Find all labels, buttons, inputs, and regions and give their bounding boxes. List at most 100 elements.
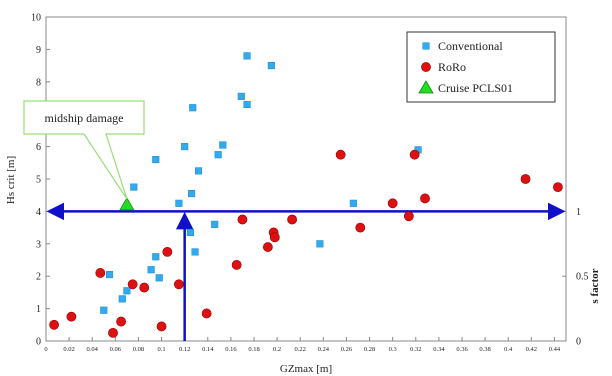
point-square xyxy=(267,62,275,70)
point-square xyxy=(100,306,108,314)
x-tick-label: 0.4 xyxy=(504,346,513,353)
point-circle xyxy=(335,149,346,160)
x-tick-label: 0.22 xyxy=(295,346,306,353)
point-square xyxy=(130,183,138,191)
point-square xyxy=(147,266,155,274)
point-circle xyxy=(49,319,59,330)
point-circle xyxy=(387,198,398,209)
point-square xyxy=(237,92,245,100)
x-tick-label: 0.26 xyxy=(341,346,353,353)
x-axis-title: GZmax [m] xyxy=(280,363,332,375)
point-circle xyxy=(108,327,118,338)
y-tick-label: 3 xyxy=(36,239,41,250)
point-square xyxy=(181,143,189,151)
x-tick-label: 0.08 xyxy=(133,346,144,353)
x-tick-label: 0.06 xyxy=(110,346,122,353)
point-circle xyxy=(409,149,420,160)
x-tick-label: 0.3 xyxy=(389,346,397,353)
point-square xyxy=(155,274,163,282)
point-circle xyxy=(355,222,366,233)
point-square xyxy=(349,199,357,207)
legend-label: RoRo xyxy=(438,60,466,74)
x-tick-label: 0.36 xyxy=(456,346,468,353)
point-circle xyxy=(237,214,248,225)
point-circle xyxy=(403,211,414,222)
x-tick-label: 0.12 xyxy=(179,346,190,353)
y-tick-label: 6 xyxy=(36,142,41,153)
point-circle xyxy=(156,321,167,332)
point-square xyxy=(175,199,183,207)
point-circle xyxy=(162,246,173,257)
point-circle xyxy=(95,268,106,278)
legend-marker-triangle xyxy=(418,80,434,94)
point-square xyxy=(243,100,251,109)
x-axis-ticks: 0 0.02 0.04 0.06 0.08 0.1 0.12 0.14 0.16 0.18 0.2 0… xyxy=(44,337,561,353)
point-circle xyxy=(139,282,150,293)
point-square xyxy=(316,240,324,248)
point-square xyxy=(152,253,160,261)
s-tick-label: 0 xyxy=(576,337,581,348)
point-square xyxy=(106,271,114,279)
callout-label: midship damage xyxy=(45,111,124,125)
x-tick-label: 0.14 xyxy=(202,346,214,353)
y-tick-label: 8 xyxy=(36,77,41,88)
x-tick-label: 0.04 xyxy=(87,346,99,353)
point-square xyxy=(188,190,196,198)
point-square xyxy=(191,248,199,256)
x-tick-label: 0.2 xyxy=(273,346,281,353)
point-circle xyxy=(520,174,531,184)
legend-marker-square xyxy=(422,42,430,50)
point-circle xyxy=(553,182,563,192)
point-square xyxy=(186,228,194,237)
y-tick-label: 9 xyxy=(36,45,41,56)
point-square xyxy=(214,151,222,159)
legend-marker-circle xyxy=(421,62,431,72)
point-circle xyxy=(269,232,280,243)
x-tick-label: 0.38 xyxy=(479,346,490,353)
x-tick-label: 0.1 xyxy=(157,346,165,353)
point-circle xyxy=(231,259,242,270)
legend-item: Cruise PCLS01 xyxy=(418,80,513,95)
y-axis-title: Hs crit [m] xyxy=(5,156,17,204)
x-tick-label: 0.34 xyxy=(433,346,445,353)
x-tick-label: 0.42 xyxy=(526,346,537,353)
x-tick-label: 0 xyxy=(44,346,47,353)
point-circle xyxy=(127,279,138,290)
x-tick-label: 0.24 xyxy=(318,346,330,353)
point-square xyxy=(152,156,160,164)
x-tick-label: 0.18 xyxy=(248,346,259,353)
x-tick-label: 0.16 xyxy=(225,346,237,353)
point-square xyxy=(194,167,203,175)
point-circle xyxy=(287,214,298,225)
x-tick-label: 0.44 xyxy=(549,346,561,353)
y-tick-label: 1 xyxy=(36,304,41,315)
point-square xyxy=(189,104,197,112)
point-square xyxy=(123,287,131,295)
legend-label: Conventional xyxy=(438,39,503,53)
legend-label: Cruise PCLS01 xyxy=(438,81,513,95)
x-tick-label: 0.28 xyxy=(364,346,375,353)
point-square xyxy=(243,52,251,60)
legend: Conventional RoRo Cruise PCLS01 xyxy=(406,31,556,103)
point-circle xyxy=(116,316,127,327)
y-tick-label: 2 xyxy=(36,272,41,283)
data-points xyxy=(49,52,563,338)
y-tick-label: 0 xyxy=(36,337,41,348)
s-tick-label: 1 xyxy=(576,207,581,218)
x-tick-label: 0.32 xyxy=(410,346,421,353)
legend-item: Conventional xyxy=(422,39,503,53)
legend-item: RoRo xyxy=(421,60,466,74)
point-circle xyxy=(420,193,430,204)
point-triangle xyxy=(119,197,135,211)
point-square xyxy=(118,295,126,303)
y-tick-label: 10 xyxy=(31,13,41,24)
s-tick-label: 0.5 xyxy=(576,272,589,283)
point-circle xyxy=(262,242,273,252)
reference-lines xyxy=(46,202,566,341)
y-tick-label: 5 xyxy=(36,175,41,186)
point-circle xyxy=(66,311,77,322)
callout: midship damage xyxy=(23,100,145,200)
x-tick-label: 0.02 xyxy=(63,346,74,353)
point-square xyxy=(211,220,219,228)
